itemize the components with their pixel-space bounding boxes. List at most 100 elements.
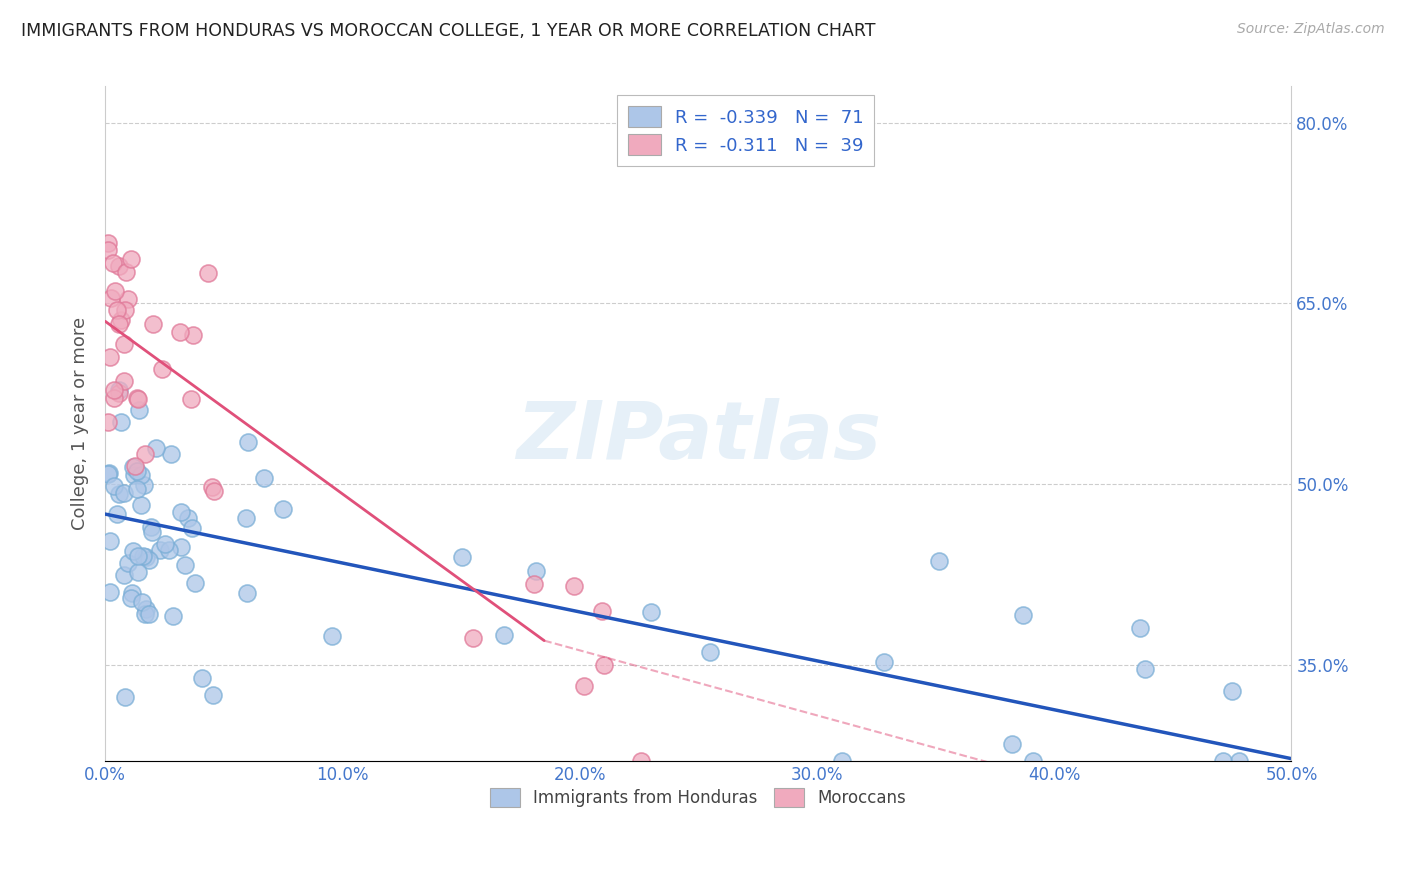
Point [112, 375, 135, 389]
Point [176, 511, 198, 525]
Point [235, 511, 257, 525]
Point [125, 464, 148, 478]
Point [97, 467, 120, 482]
Point [174, 558, 197, 572]
Point [150, 361, 173, 376]
Point [117, 293, 139, 307]
Point [134, 447, 156, 461]
Point [112, 336, 135, 351]
Point [204, 484, 226, 499]
Point [117, 556, 139, 570]
Point [169, 504, 191, 518]
Point [104, 285, 127, 299]
Point [451, 549, 474, 564]
Point [1220, 684, 1243, 698]
Point [129, 468, 152, 483]
Point [114, 303, 136, 318]
Point [131, 549, 153, 563]
Point [139, 519, 162, 533]
Point [103, 392, 125, 406]
Point [1022, 754, 1045, 768]
Point [141, 524, 163, 539]
Point [110, 313, 132, 327]
Point [108, 383, 131, 397]
Point [120, 591, 142, 605]
Point [97, 415, 120, 429]
Text: ZIPatlas: ZIPatlas [516, 398, 880, 476]
Point [523, 577, 546, 591]
Point [181, 327, 204, 342]
Point [492, 627, 515, 641]
Point [184, 576, 207, 591]
Point [121, 543, 143, 558]
Point [107, 259, 129, 273]
Point [103, 383, 125, 397]
Point [699, 645, 721, 659]
Point [98, 534, 121, 549]
Point [149, 543, 172, 558]
Point [103, 479, 125, 493]
Point [112, 486, 135, 500]
Point [640, 605, 662, 619]
Point [131, 595, 153, 609]
Text: IMMIGRANTS FROM HONDURAS VS MOROCCAN COLLEGE, 1 YEAR OR MORE CORRELATION CHART: IMMIGRANTS FROM HONDURAS VS MOROCCAN COL… [21, 22, 876, 40]
Point [100, 291, 122, 305]
Point [105, 302, 128, 317]
Point [181, 521, 204, 535]
Point [180, 392, 202, 406]
Point [134, 607, 156, 622]
Point [127, 566, 149, 580]
Point [98, 584, 121, 599]
Point [574, 680, 596, 694]
Point [125, 391, 148, 405]
Point [202, 688, 225, 702]
Point [592, 658, 614, 673]
Point [831, 754, 853, 768]
Point [127, 549, 149, 563]
Point [873, 655, 896, 669]
Point [145, 441, 167, 455]
Point [236, 585, 259, 599]
Point [128, 403, 150, 417]
Point [98, 467, 121, 481]
Point [321, 629, 343, 643]
Y-axis label: College, 1 year or more: College, 1 year or more [72, 318, 89, 530]
Point [138, 552, 160, 566]
Point [138, 607, 160, 621]
Point [153, 537, 176, 551]
Point [524, 565, 547, 579]
Point [271, 502, 294, 516]
Point [236, 435, 259, 450]
Point [114, 265, 136, 279]
Point [101, 256, 124, 270]
Point [121, 586, 143, 600]
Point [159, 447, 181, 461]
Point [630, 754, 652, 768]
Point [124, 458, 146, 473]
Point [110, 415, 132, 429]
Point [197, 266, 219, 280]
Point [1212, 754, 1234, 768]
Point [108, 317, 131, 331]
Point [98, 350, 121, 364]
Point [1129, 621, 1152, 635]
Point [108, 386, 131, 401]
Point [125, 482, 148, 496]
Text: Source: ZipAtlas.com: Source: ZipAtlas.com [1237, 22, 1385, 37]
Point [1011, 608, 1033, 623]
Point [132, 477, 155, 491]
Point [108, 486, 131, 500]
Point [461, 631, 484, 645]
Point [157, 543, 180, 558]
Point [142, 318, 165, 332]
Point [120, 252, 142, 266]
Legend: Immigrants from Honduras, Moroccans: Immigrants from Honduras, Moroccans [484, 780, 914, 814]
Point [170, 540, 193, 554]
Point [162, 608, 184, 623]
Point [562, 579, 585, 593]
Point [129, 498, 152, 512]
Point [135, 549, 157, 564]
Point [122, 468, 145, 483]
Point [97, 243, 120, 257]
Point [121, 460, 143, 475]
